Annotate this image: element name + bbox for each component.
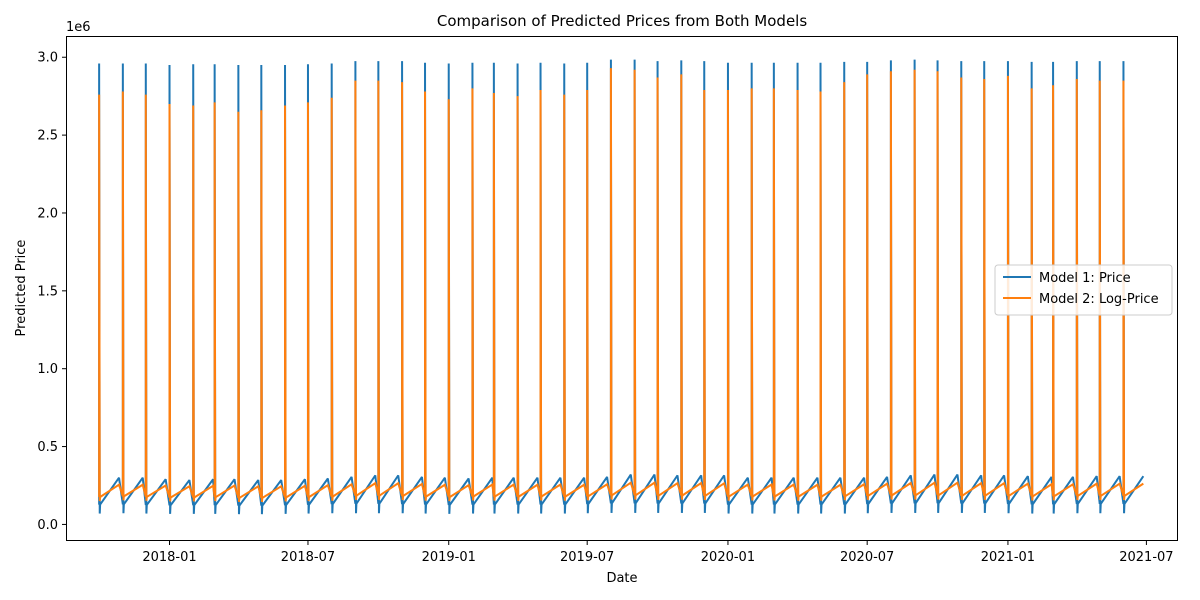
y-tick-label: 1.0 <box>37 362 58 377</box>
x-tick-label: 2018-01 <box>142 550 196 565</box>
x-tick-label: 2021-07 <box>1119 550 1173 565</box>
legend-label-model-1: Model 1: Price <box>1039 271 1131 286</box>
x-axis: 2018-01 2018-07 2019-01 2019-07 2020-01 2020-… <box>142 540 1174 565</box>
series-line-2 <box>98 68 1144 502</box>
legend: Model 1: Price Model 2: Log-Price <box>994 264 1173 316</box>
y-tick-label: 2.0 <box>37 206 58 221</box>
y-offset-label: 1e6 <box>66 20 91 35</box>
y-tick-label: 2.5 <box>37 129 58 144</box>
x-tick-label: 2018-07 <box>281 550 335 565</box>
y-axis: 0.0 0.5 1.0 1.5 2.0 2.5 3.0 <box>37 51 67 533</box>
chart-title: Comparison of Predicted Prices from Both… <box>437 12 807 30</box>
y-tick-label: 1.5 <box>37 284 58 299</box>
x-axis-label: Date <box>606 571 637 586</box>
x-tick-label: 2019-01 <box>422 550 476 565</box>
plot-area <box>98 59 1145 515</box>
x-tick-label: 2021-01 <box>981 550 1035 565</box>
series-layer <box>98 59 1145 515</box>
legend-box <box>994 264 1173 316</box>
legend-label-model-2: Model 2: Log-Price <box>1039 292 1159 307</box>
y-tick-label: 0.0 <box>37 518 58 533</box>
y-tick-label: 3.0 <box>37 51 58 66</box>
y-tick-label: 0.5 <box>37 440 58 455</box>
axes-frame <box>66 36 1178 541</box>
x-tick-label: 2020-07 <box>840 550 894 565</box>
x-tick-label: 2019-07 <box>560 550 614 565</box>
x-tick-label: 2020-01 <box>701 550 755 565</box>
y-axis-label: Predicted Price <box>14 240 29 337</box>
